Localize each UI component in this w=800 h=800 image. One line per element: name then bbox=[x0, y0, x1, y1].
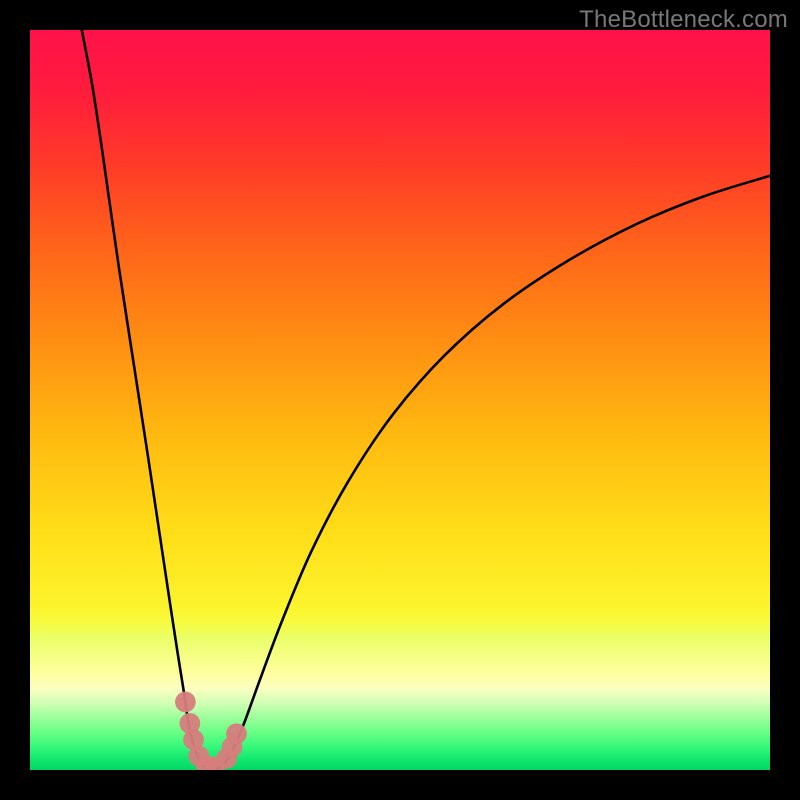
curve-plot-svg bbox=[30, 30, 770, 770]
frame-right bbox=[770, 0, 800, 800]
frame-bottom bbox=[0, 770, 800, 800]
watermark-label: TheBottleneck.com bbox=[579, 6, 788, 34]
frame-left bbox=[0, 0, 30, 800]
gradient-background bbox=[30, 30, 770, 770]
plot-area bbox=[30, 30, 770, 770]
highlight-marker bbox=[175, 692, 196, 713]
chart-container: TheBottleneck.com bbox=[0, 0, 800, 800]
highlight-marker bbox=[226, 723, 247, 744]
